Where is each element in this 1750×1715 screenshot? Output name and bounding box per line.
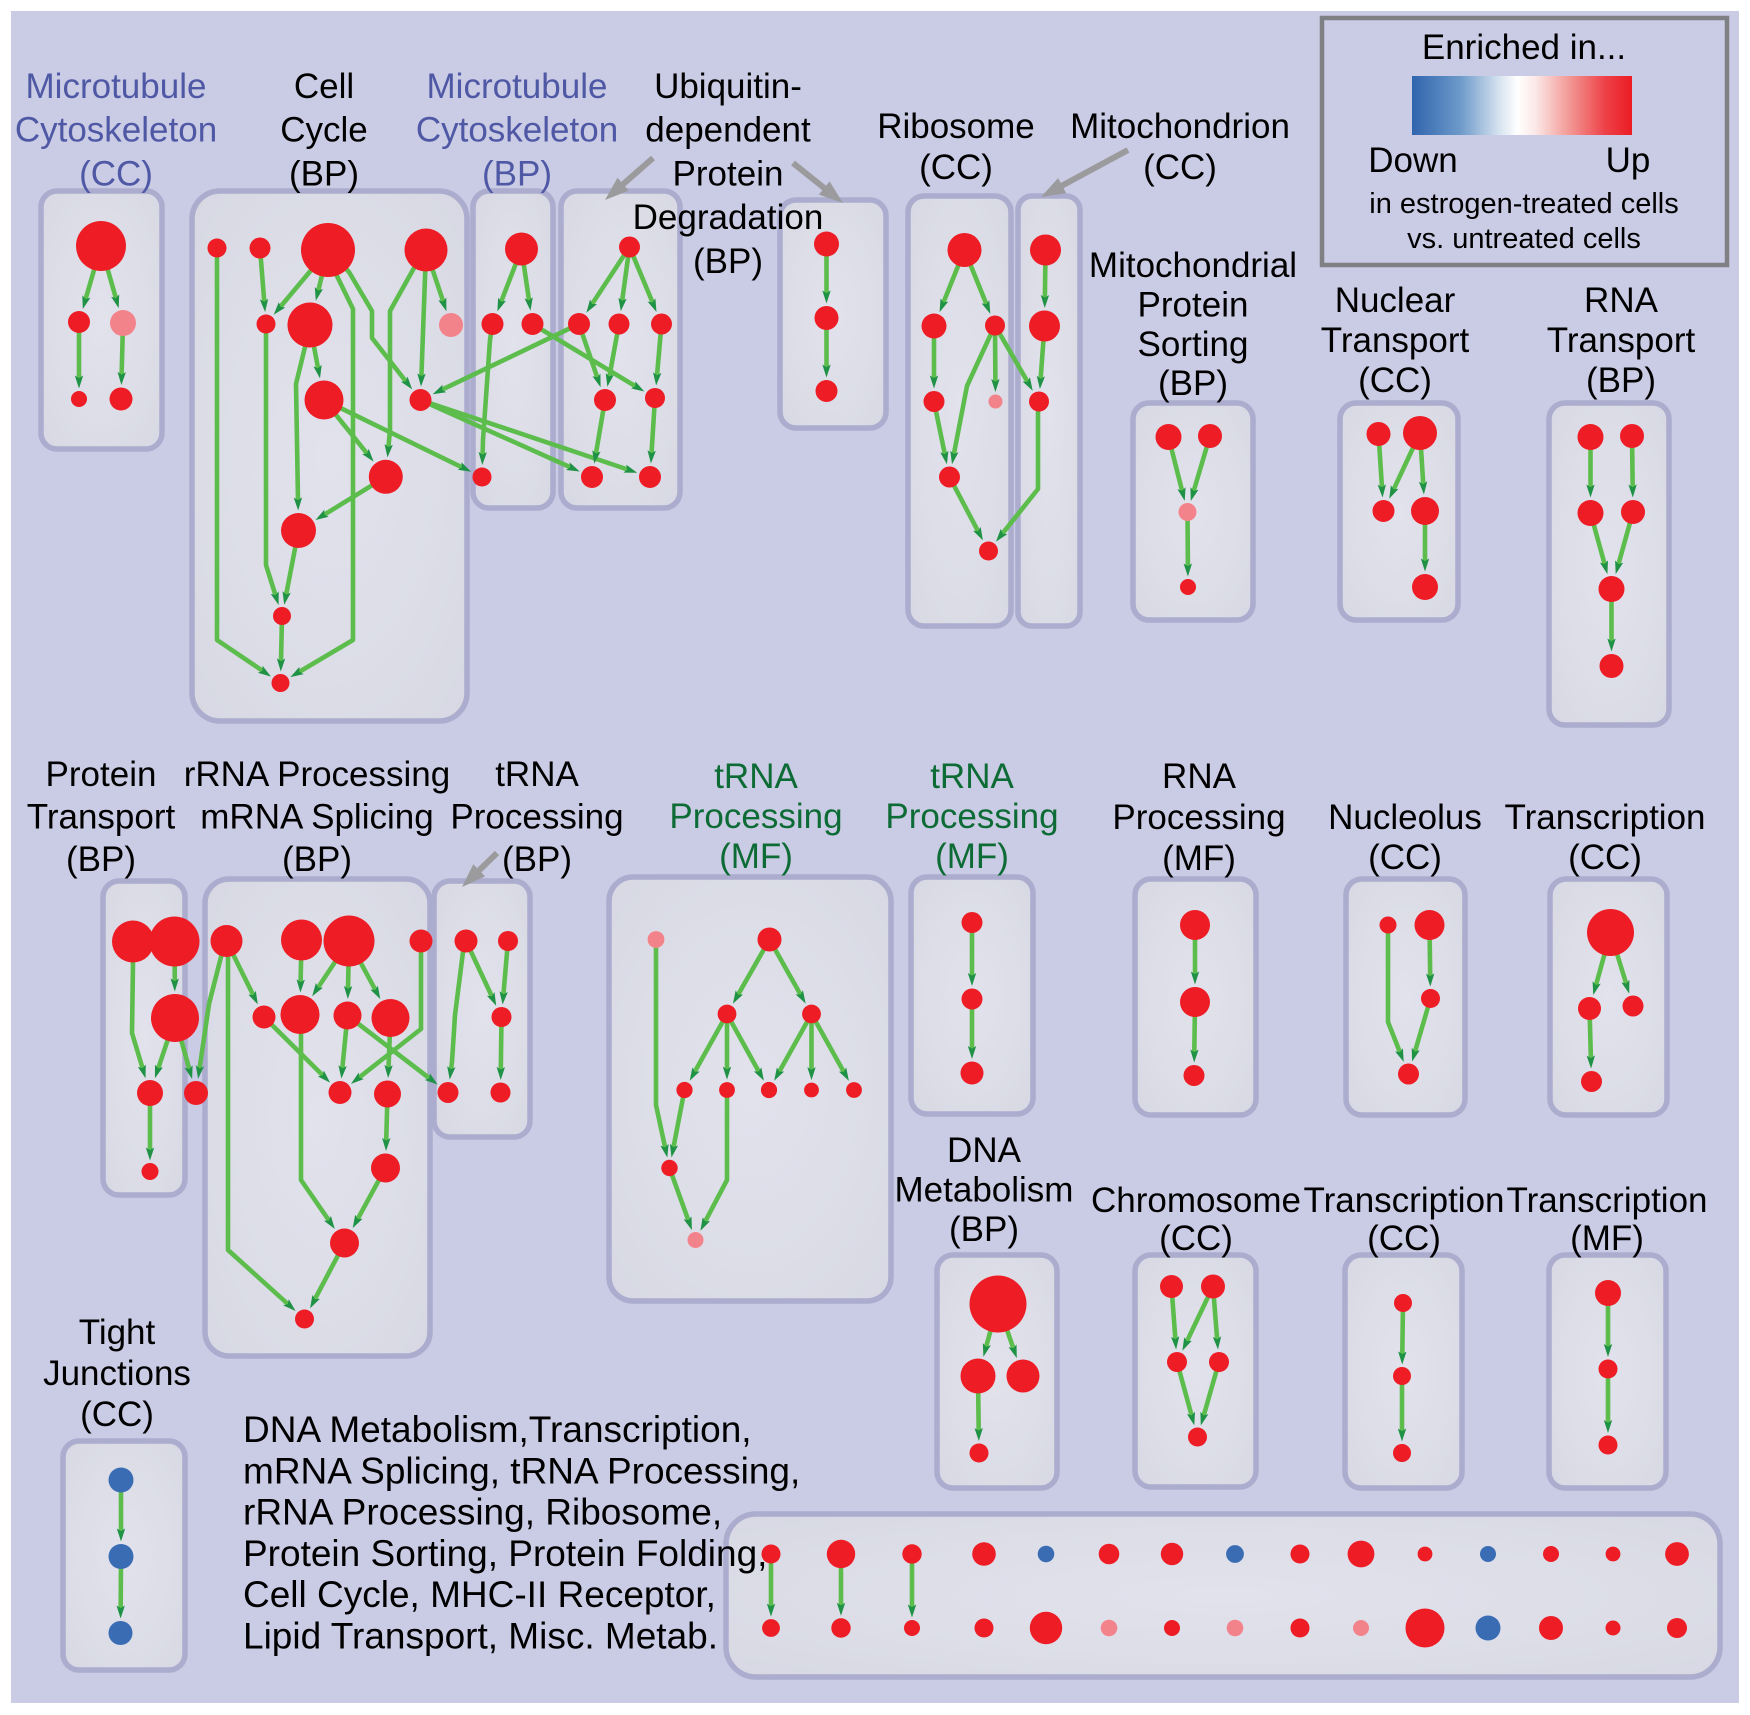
svg-text:tRNA: tRNA	[495, 755, 579, 794]
svg-text:(BP): (BP)	[1586, 361, 1656, 400]
svg-text:(CC): (CC)	[1358, 361, 1432, 400]
svg-text:Cell Cycle, MHC-II Receptor,: Cell Cycle, MHC-II Receptor,	[243, 1574, 716, 1615]
svg-text:Nucleolus: Nucleolus	[1328, 798, 1482, 837]
svg-text:(BP): (BP)	[1158, 364, 1228, 403]
svg-text:Processing: Processing	[669, 797, 842, 836]
svg-text:(BP): (BP)	[66, 840, 136, 879]
svg-text:Cytoskeleton: Cytoskeleton	[15, 111, 217, 150]
svg-text:(CC): (CC)	[1568, 838, 1642, 877]
svg-text:mRNA Splicing: mRNA Splicing	[200, 798, 433, 837]
svg-text:DNA Metabolism,Transcription,: DNA Metabolism,Transcription,	[243, 1409, 752, 1450]
svg-text:Protein Sorting, Protein Foldi: Protein Sorting, Protein Folding,	[243, 1533, 767, 1574]
svg-text:Cytoskeleton: Cytoskeleton	[416, 111, 618, 150]
svg-text:Down: Down	[1368, 141, 1457, 180]
svg-text:RNA: RNA	[1584, 281, 1659, 320]
svg-text:(CC): (CC)	[1143, 148, 1217, 187]
svg-text:Nuclear: Nuclear	[1335, 281, 1456, 320]
svg-text:(CC): (CC)	[1368, 838, 1442, 877]
svg-text:(CC): (CC)	[1367, 1219, 1441, 1258]
svg-text:Junctions: Junctions	[43, 1354, 191, 1393]
svg-text:(BP): (BP)	[949, 1210, 1019, 1249]
svg-text:Processing: Processing	[1112, 798, 1285, 837]
svg-text:Processing: Processing	[885, 797, 1058, 836]
svg-text:(CC): (CC)	[919, 148, 993, 187]
svg-text:Chromosome: Chromosome	[1091, 1181, 1301, 1220]
svg-text:Transport: Transport	[27, 798, 176, 837]
svg-text:Protein: Protein	[673, 154, 784, 193]
svg-text:vs. untreated cells: vs. untreated cells	[1407, 223, 1641, 255]
svg-text:Transcription: Transcription	[1304, 1181, 1505, 1220]
svg-text:Enriched in...: Enriched in...	[1422, 28, 1626, 67]
svg-text:Transport: Transport	[1321, 321, 1470, 360]
svg-text:Transcription: Transcription	[1505, 798, 1706, 837]
svg-text:Microtubule: Microtubule	[427, 67, 608, 106]
svg-text:Cycle: Cycle	[280, 111, 368, 150]
svg-text:(MF): (MF)	[719, 837, 793, 876]
svg-text:(CC): (CC)	[1159, 1219, 1233, 1258]
svg-text:tRNA: tRNA	[714, 757, 798, 796]
svg-text:Mitochondrial: Mitochondrial	[1089, 246, 1297, 285]
svg-text:(BP): (BP)	[502, 840, 572, 879]
svg-text:Tight: Tight	[79, 1313, 156, 1352]
svg-text:Microtubule: Microtubule	[26, 67, 207, 106]
svg-text:tRNA: tRNA	[930, 757, 1014, 796]
svg-text:(BP): (BP)	[693, 242, 763, 281]
svg-text:rRNA Processing, Ribosome,: rRNA Processing, Ribosome,	[243, 1492, 722, 1533]
svg-text:Transcription: Transcription	[1507, 1181, 1708, 1220]
svg-text:Lipid Transport, Misc. Metab.: Lipid Transport, Misc. Metab.	[243, 1616, 718, 1657]
svg-text:(BP): (BP)	[482, 154, 552, 193]
svg-text:(BP): (BP)	[282, 840, 352, 879]
svg-text:RNA: RNA	[1162, 757, 1237, 796]
svg-text:(MF): (MF)	[1162, 839, 1236, 878]
svg-text:(CC): (CC)	[79, 154, 153, 193]
svg-text:Protein: Protein	[46, 755, 157, 794]
svg-text:DNA: DNA	[947, 1131, 1022, 1170]
svg-text:(BP): (BP)	[289, 154, 359, 193]
svg-text:Up: Up	[1606, 141, 1651, 180]
svg-text:Processing: Processing	[450, 798, 623, 837]
svg-text:(CC): (CC)	[80, 1395, 154, 1434]
svg-text:(MF): (MF)	[1570, 1219, 1644, 1258]
svg-text:Ubiquitin-: Ubiquitin-	[654, 67, 802, 106]
svg-text:rRNA Processing: rRNA Processing	[184, 755, 450, 794]
svg-text:in estrogen-treated cells: in estrogen-treated cells	[1369, 188, 1679, 220]
svg-text:Mitochondrion: Mitochondrion	[1070, 107, 1290, 146]
svg-text:mRNA Splicing, tRNA Processing: mRNA Splicing, tRNA Processing,	[243, 1450, 800, 1491]
svg-text:Transport: Transport	[1547, 321, 1696, 360]
svg-text:Metabolism: Metabolism	[895, 1171, 1074, 1210]
svg-text:Degradation: Degradation	[633, 198, 824, 237]
svg-text:dependent: dependent	[645, 111, 811, 150]
svg-text:(MF): (MF)	[935, 837, 1009, 876]
svg-text:Cell: Cell	[294, 67, 354, 106]
svg-text:Sorting: Sorting	[1138, 325, 1249, 364]
svg-text:Ribosome: Ribosome	[877, 107, 1035, 146]
svg-text:Protein: Protein	[1138, 285, 1249, 324]
